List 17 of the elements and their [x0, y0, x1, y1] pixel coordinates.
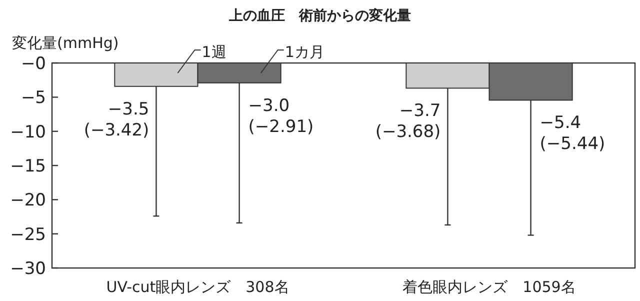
data-label: −5.4 (−5.44)	[540, 113, 606, 154]
y-axis-title: 変化量(mmHg)	[12, 34, 119, 52]
x-tick-label: UV-cut眼内レンズ 308名	[106, 278, 290, 296]
data-label: −3.5 (−3.42)	[84, 99, 150, 140]
y-tick-label: −5	[20, 88, 46, 108]
y-tick-label: −10	[10, 122, 46, 142]
y-tick-label: −30	[10, 259, 46, 279]
x-tick-label: 着色眼内レンズ 1059名	[402, 278, 576, 296]
y-tick-label: −15	[10, 156, 46, 176]
chart-title: 上の血圧 術前からの変化量	[228, 7, 411, 24]
legend-label: 1カ月	[284, 43, 324, 61]
y-tick-label: −20	[10, 190, 46, 211]
y-tick-label: −0	[20, 54, 46, 74]
legend-label: 1週	[202, 43, 226, 61]
y-tick-label: −25	[10, 224, 46, 245]
data-label: −3.7 (−3.68)	[375, 101, 441, 142]
data-label: −3.0 (−2.91)	[248, 96, 314, 137]
